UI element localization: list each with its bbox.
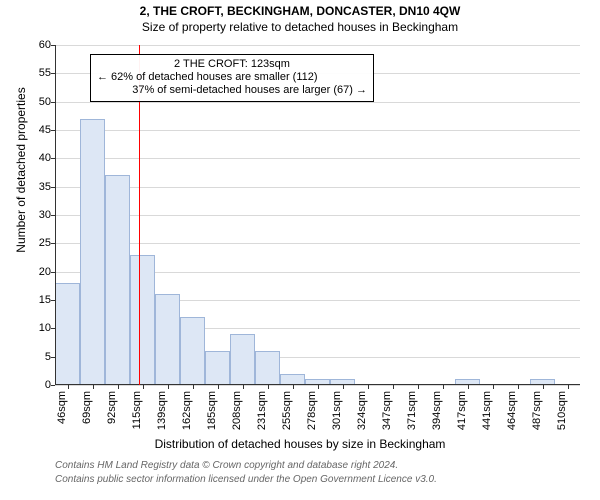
x-tick-label: 487sqm <box>531 391 543 430</box>
y-tick-label: 0 <box>45 379 55 391</box>
x-tick-label: 139sqm <box>156 391 168 430</box>
y-tick-label: 10 <box>39 322 55 334</box>
histogram-bar <box>205 351 230 385</box>
x-tick-label: 46sqm <box>56 391 68 424</box>
x-tick-label: 371sqm <box>406 391 418 430</box>
histogram-bar <box>55 283 80 385</box>
x-tick <box>243 385 244 389</box>
x-tick <box>368 385 369 389</box>
x-tick <box>118 385 119 389</box>
x-tick <box>468 385 469 389</box>
y-tick-label: 50 <box>39 96 55 108</box>
annotation-line3: 37% of semi-detached houses are larger (… <box>97 84 367 97</box>
y-tick-label: 25 <box>39 237 55 249</box>
histogram-bar <box>255 351 280 385</box>
x-tick-label: 347sqm <box>381 391 393 430</box>
x-tick <box>393 385 394 389</box>
x-tick <box>418 385 419 389</box>
annotation-line1: 2 THE CROFT: 123sqm <box>97 58 367 71</box>
gridline <box>55 158 580 159</box>
x-tick-label: 441sqm <box>481 391 493 430</box>
x-axis-line <box>55 384 580 385</box>
y-tick-label: 15 <box>39 294 55 306</box>
histogram-bar <box>155 294 180 385</box>
histogram-bar <box>230 334 255 385</box>
x-tick-label: 92sqm <box>106 391 118 424</box>
histogram-bar <box>80 119 105 385</box>
y-tick-label: 30 <box>39 209 55 221</box>
y-tick-label: 60 <box>39 39 55 51</box>
histogram-bar <box>105 175 130 385</box>
x-tick-label: 208sqm <box>231 391 243 430</box>
gridline <box>55 215 580 216</box>
y-tick-label: 35 <box>39 181 55 193</box>
chart-container: 2, THE CROFT, BECKINGHAM, DONCASTER, DN1… <box>0 0 600 500</box>
x-tick <box>193 385 194 389</box>
x-tick <box>143 385 144 389</box>
x-tick-label: 69sqm <box>81 391 93 424</box>
x-tick <box>218 385 219 389</box>
footer-line1: Contains HM Land Registry data © Crown c… <box>55 460 398 471</box>
gridline <box>55 130 580 131</box>
plot-area: 05101520253035404550556046sqm69sqm92sqm1… <box>55 45 580 385</box>
x-tick-label: 162sqm <box>181 391 193 430</box>
x-tick-label: 417sqm <box>456 391 468 430</box>
x-tick <box>543 385 544 389</box>
gridline <box>55 45 580 46</box>
x-axis-label: Distribution of detached houses by size … <box>0 437 600 451</box>
x-tick <box>168 385 169 389</box>
x-tick-label: 185sqm <box>206 391 218 430</box>
x-tick-label: 278sqm <box>306 391 318 430</box>
y-tick-label: 40 <box>39 152 55 164</box>
x-tick-label: 231sqm <box>256 391 268 430</box>
y-axis-label: Number of detached properties <box>14 40 28 300</box>
histogram-bar <box>180 317 205 385</box>
x-tick <box>318 385 319 389</box>
x-tick <box>518 385 519 389</box>
title-line1: 2, THE CROFT, BECKINGHAM, DONCASTER, DN1… <box>0 4 600 18</box>
x-tick-label: 510sqm <box>556 391 568 430</box>
gridline <box>55 102 580 103</box>
x-tick <box>68 385 69 389</box>
y-tick-label: 5 <box>45 351 55 363</box>
footer-line2: Contains public sector information licen… <box>55 474 437 485</box>
annotation-box: 2 THE CROFT: 123sqm← 62% of detached hou… <box>90 54 374 102</box>
x-tick <box>493 385 494 389</box>
gridline <box>55 187 580 188</box>
x-tick <box>568 385 569 389</box>
x-tick <box>268 385 269 389</box>
y-tick-label: 45 <box>39 124 55 136</box>
x-tick <box>93 385 94 389</box>
title-line2: Size of property relative to detached ho… <box>0 20 600 34</box>
x-tick-label: 255sqm <box>281 391 293 430</box>
gridline <box>55 243 580 244</box>
x-tick-label: 301sqm <box>331 391 343 430</box>
x-tick <box>343 385 344 389</box>
x-tick-label: 115sqm <box>131 391 143 429</box>
x-tick-label: 324sqm <box>356 391 368 430</box>
y-tick-label: 20 <box>39 266 55 278</box>
y-tick-label: 55 <box>39 67 55 79</box>
x-tick-label: 464sqm <box>506 391 518 430</box>
x-tick <box>293 385 294 389</box>
y-axis-line <box>55 45 56 385</box>
x-tick <box>443 385 444 389</box>
annotation-line2: ← 62% of detached houses are smaller (11… <box>97 71 367 84</box>
x-tick-label: 394sqm <box>431 391 443 430</box>
histogram-bar <box>130 255 155 385</box>
